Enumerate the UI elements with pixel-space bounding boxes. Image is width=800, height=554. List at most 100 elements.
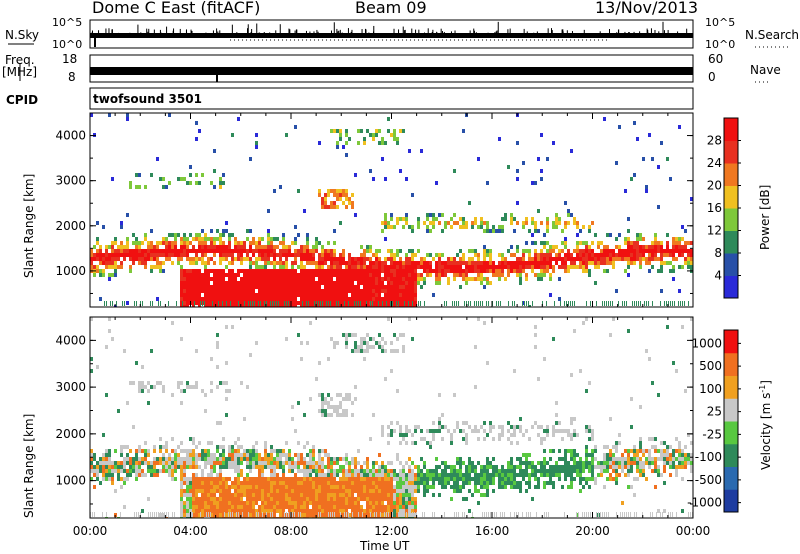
heatmap-cell (90, 249, 93, 253)
heatmap-cell (204, 241, 207, 245)
heatmap-cell (387, 461, 390, 465)
heatmap-cell (615, 441, 618, 445)
heatmap-cell (486, 281, 489, 285)
heatmap-cell (321, 197, 324, 201)
heatmap-cell (624, 465, 627, 469)
heatmap-cell (660, 473, 663, 477)
heatmap-cell (252, 481, 255, 485)
heatmap-cell (138, 385, 141, 389)
heatmap-cell (384, 293, 387, 297)
heatmap-cell (324, 301, 327, 305)
heatmap-cell (198, 249, 201, 253)
heatmap-cell (222, 241, 225, 245)
heatmap-cell (318, 505, 321, 509)
heatmap-cell (390, 225, 393, 229)
heatmap-cell (250, 301, 251, 306)
heatmap-cell (210, 481, 213, 485)
heatmap-cell (534, 273, 537, 277)
heatmap-cell (99, 245, 102, 249)
heatmap-cell (210, 257, 213, 261)
heatmap-cell (402, 433, 405, 437)
heatmap-cell (402, 345, 405, 349)
heatmap-cell (192, 509, 195, 513)
heatmap-cell (579, 253, 582, 257)
heatmap-cell (342, 301, 345, 305)
heatmap-cell (345, 297, 348, 301)
heatmap-cell (474, 345, 477, 349)
heatmap-cell (285, 489, 288, 493)
heatmap-cell (657, 465, 660, 469)
heatmap-cell (366, 301, 369, 305)
heatmap-cell (396, 349, 399, 353)
heatmap-cell (270, 453, 273, 457)
heatmap-cell (636, 137, 639, 141)
heatmap-cell (246, 461, 249, 465)
heatmap-cell (267, 245, 270, 249)
heatmap-cell (408, 285, 411, 289)
nsky-spike (454, 30, 456, 38)
power-y-tick-label: 1000 (55, 264, 86, 278)
heatmap-cell (282, 485, 285, 489)
heatmap-cell (306, 509, 309, 513)
heatmap-cell (452, 301, 453, 306)
heatmap-cell (390, 473, 393, 477)
heatmap-cell (210, 237, 213, 241)
heatmap-cell (546, 241, 549, 245)
heatmap-cell (441, 229, 444, 233)
heatmap-cell (399, 261, 402, 265)
heatmap-cell (396, 265, 399, 269)
heatmap-cell (444, 465, 447, 469)
heatmap-cell (252, 505, 255, 509)
heatmap-cell (132, 249, 135, 253)
heatmap-cell (327, 465, 330, 469)
heatmap-cell (327, 269, 330, 273)
heatmap-cell (294, 465, 297, 469)
heatmap-cell (423, 277, 426, 281)
heatmap-cell (666, 457, 669, 461)
nsky-spike (526, 31, 528, 38)
heatmap-cell (276, 273, 279, 277)
heatmap-cell (360, 489, 363, 493)
heatmap-cell (351, 293, 354, 297)
heatmap-cell (532, 301, 533, 306)
heatmap-cell (330, 501, 333, 505)
heatmap-cell (477, 253, 480, 257)
heatmap-cell (534, 325, 537, 329)
heatmap-cell (546, 425, 549, 429)
heatmap-cell (192, 453, 195, 457)
heatmap-cell (231, 273, 234, 277)
heatmap-cell (111, 257, 114, 261)
heatmap-cell (189, 285, 192, 289)
heatmap-cell (384, 465, 387, 469)
heatmap-cell (381, 297, 384, 301)
heatmap-cell (108, 457, 111, 461)
heatmap-cell (225, 289, 228, 293)
heatmap-cell (102, 465, 105, 469)
heatmap-cell (378, 289, 381, 293)
heatmap-cell (561, 241, 564, 245)
heatmap-cell (120, 265, 123, 269)
heatmap-cell (234, 501, 237, 505)
heatmap-cell (381, 469, 384, 473)
heatmap-cell (432, 429, 435, 433)
heatmap-cell (369, 261, 372, 265)
heatmap-cell (585, 481, 588, 485)
heatmap-cell (399, 489, 402, 493)
heatmap-cell (471, 221, 474, 225)
heatmap-cell (570, 421, 573, 425)
heatmap-cell (573, 261, 576, 265)
heatmap-cell (171, 321, 174, 325)
heatmap-cell (666, 325, 669, 329)
heatmap-cell (360, 277, 363, 281)
heatmap-cell (486, 261, 489, 265)
heatmap-cell (492, 481, 495, 485)
heatmap-cell (672, 301, 673, 306)
heatmap-cell (228, 269, 231, 273)
heatmap-cell (375, 305, 378, 307)
heatmap-cell (567, 221, 570, 225)
heatmap-cell (441, 461, 444, 465)
heatmap-cell (543, 449, 546, 453)
nsky-spike (94, 35, 96, 47)
heatmap-cell (336, 301, 339, 305)
heatmap-cell (573, 429, 576, 433)
